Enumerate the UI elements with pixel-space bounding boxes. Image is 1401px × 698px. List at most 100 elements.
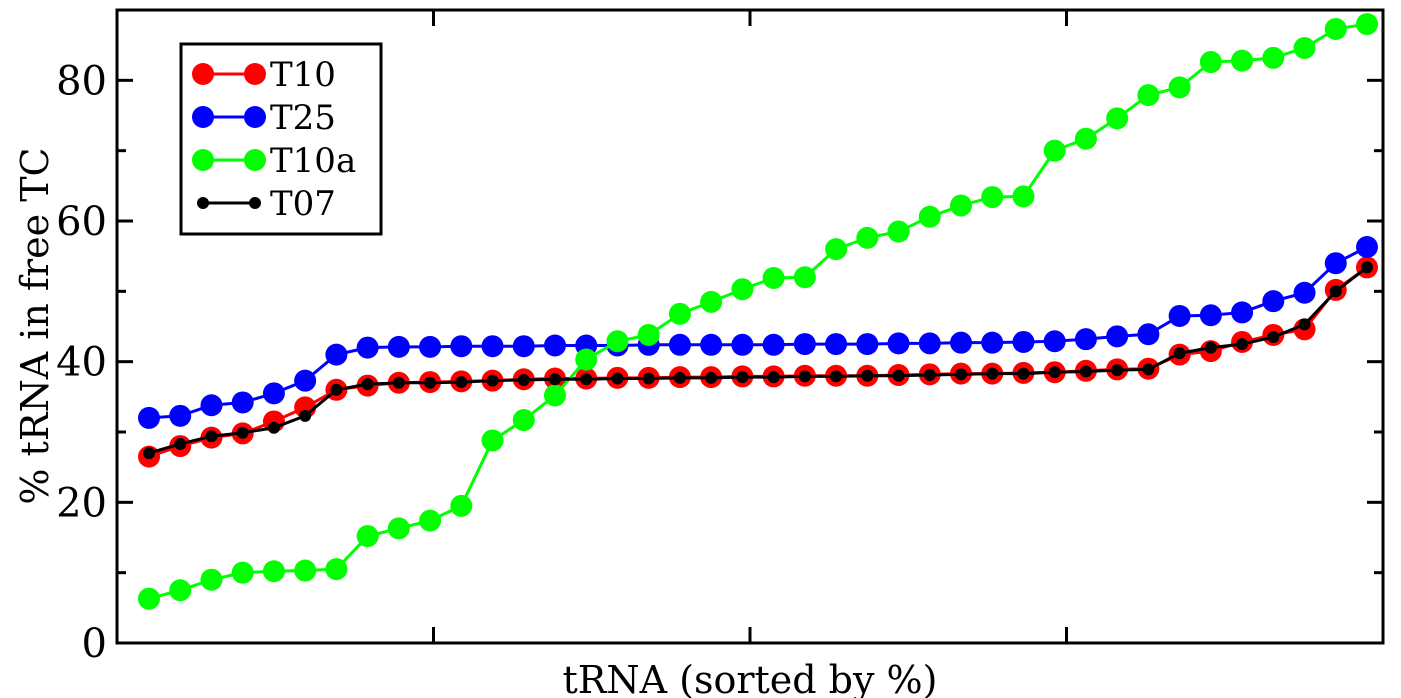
data-point-t10a <box>169 579 192 602</box>
legend-marker-left <box>192 63 214 85</box>
y-tick-label: 20 <box>56 480 107 526</box>
tick-layer: 0 20 40 60 80 <box>56 10 1383 667</box>
data-point-t07 <box>798 370 811 383</box>
data-point-t07 <box>892 369 905 382</box>
data-point-t25 <box>950 331 972 354</box>
series-t10a <box>138 13 1378 610</box>
data-point-t10a <box>200 568 223 591</box>
data-point-t25 <box>1137 323 1160 346</box>
data-point-t25 <box>1106 325 1129 348</box>
data-point-t07 <box>955 368 967 381</box>
data-point-t07 <box>267 421 280 434</box>
data-point-t10a <box>419 509 442 532</box>
data-point-t07 <box>1329 285 1342 298</box>
data-point-t10a <box>762 266 785 289</box>
series-line-t25 <box>148 245 1368 420</box>
legend-marker-left <box>192 149 214 171</box>
data-point-t10a <box>1043 139 1066 162</box>
data-point-t10a <box>793 266 816 289</box>
data-point-t10a <box>1293 36 1316 59</box>
data-point-t07 <box>486 374 499 387</box>
data-point-t10a <box>1199 51 1222 74</box>
data-point-t10a <box>294 559 317 582</box>
legend-marker-right <box>244 63 266 85</box>
data-point-t25 <box>825 333 848 356</box>
data-point-t10a <box>731 278 754 301</box>
series-layer <box>138 13 1378 610</box>
data-point-t07 <box>236 426 249 439</box>
data-point-t10a <box>668 302 691 325</box>
data-point-t07 <box>361 378 374 391</box>
data-point-t25 <box>1231 301 1254 324</box>
data-point-t25 <box>138 406 160 429</box>
data-point-t07 <box>143 447 155 460</box>
data-point-t10a <box>512 409 535 432</box>
data-point-t25 <box>731 333 754 356</box>
data-point-t25 <box>169 404 192 427</box>
data-point-t10a <box>825 238 848 261</box>
data-point-t07 <box>1048 366 1061 379</box>
data-point-t07 <box>330 383 343 396</box>
data-point-t10a <box>138 587 160 610</box>
data-point-t10a <box>1168 76 1191 99</box>
data-point-t10a <box>1137 84 1160 107</box>
legend-marker-left <box>192 106 214 128</box>
data-point-t07 <box>642 372 655 385</box>
data-point-t07 <box>736 371 749 384</box>
y-tick-label: 0 <box>82 621 107 667</box>
data-point-t10a <box>1074 127 1097 150</box>
data-point-t25 <box>387 335 410 358</box>
data-point-t10a <box>1262 46 1285 69</box>
data-point-t10a <box>450 494 473 517</box>
data-point-t07 <box>174 437 187 450</box>
data-point-t25 <box>1043 330 1066 353</box>
data-point-t10a <box>856 226 879 249</box>
data-point-t25 <box>1356 236 1378 259</box>
data-point-t10a <box>1106 107 1129 130</box>
legend-marker-right <box>244 149 266 171</box>
data-point-t10a <box>637 323 660 346</box>
data-point-t25 <box>887 332 910 355</box>
data-point-t07 <box>1111 364 1124 377</box>
data-point-t10a <box>918 205 941 228</box>
legend-marker-left <box>197 197 209 209</box>
data-point-t07 <box>455 376 468 389</box>
data-point-t25 <box>1074 328 1097 351</box>
data-point-t07 <box>611 372 624 385</box>
legend-marker-right <box>249 197 261 209</box>
series-t07 <box>143 261 1373 460</box>
data-point-t10a <box>387 517 410 540</box>
data-point-t25 <box>294 369 317 392</box>
data-point-t10a <box>262 560 285 583</box>
data-point-t10a <box>356 525 379 548</box>
data-point-t25 <box>1199 304 1222 327</box>
legend-marker-right <box>244 106 266 128</box>
data-point-t07 <box>1079 365 1092 378</box>
data-point-t25 <box>1262 290 1285 313</box>
y-tick-label: 80 <box>56 58 107 104</box>
data-point-t10a <box>325 558 348 581</box>
data-point-t25 <box>325 343 348 366</box>
data-point-t25 <box>231 391 254 414</box>
data-point-t25 <box>668 333 691 356</box>
data-point-t10a <box>544 384 566 407</box>
data-point-t25 <box>512 335 535 358</box>
data-point-t07 <box>580 373 593 386</box>
legend-label: T10 <box>270 55 336 95</box>
data-point-t10a <box>1324 17 1347 40</box>
data-point-t25 <box>1324 252 1347 275</box>
data-point-t25 <box>544 334 566 357</box>
data-point-t10a <box>575 348 598 371</box>
data-point-t07 <box>767 371 780 384</box>
data-point-t07 <box>861 369 874 382</box>
data-point-t25 <box>793 333 816 356</box>
data-point-t25 <box>200 394 223 417</box>
data-point-t25 <box>762 333 785 356</box>
data-point-t25 <box>481 335 504 358</box>
data-point-t10a <box>887 220 910 243</box>
y-axis-label: % tRNA in free TC <box>13 147 57 504</box>
data-point-t07 <box>1267 331 1280 344</box>
data-point-t07 <box>1173 347 1186 360</box>
data-point-t10a <box>1231 49 1254 72</box>
data-point-t07 <box>1017 367 1030 380</box>
